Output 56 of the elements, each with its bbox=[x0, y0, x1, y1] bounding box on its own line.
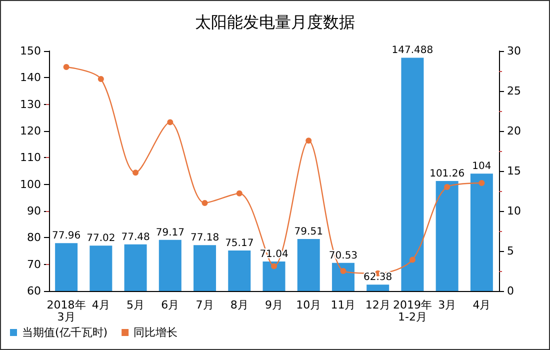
x-tick-label: 4月 bbox=[472, 298, 491, 312]
x-tick-label: 3月 bbox=[438, 298, 456, 312]
x-tick-label: 6月 bbox=[161, 298, 180, 312]
y-tick-label: 60 bbox=[27, 284, 41, 298]
y-tick-label: 90 bbox=[27, 204, 41, 218]
y2-tick-label: 5 bbox=[507, 244, 514, 258]
x-tick-label: 8月 bbox=[230, 298, 248, 312]
point bbox=[167, 119, 174, 126]
data-label: 75.17 bbox=[225, 238, 254, 250]
point bbox=[306, 138, 312, 144]
y-tick-label: 110 bbox=[20, 151, 41, 164]
y2-tick-label: 15 bbox=[507, 164, 521, 178]
y-tick-label: 120 bbox=[20, 124, 41, 138]
x-tick-label: 2018年 3月 bbox=[46, 298, 86, 324]
data-label: 77.18 bbox=[190, 232, 220, 244]
chart-title: 太阳能发电量月度数据 bbox=[195, 12, 355, 32]
y-tick-label: 140 bbox=[20, 71, 41, 84]
x-tick-label: 5月 bbox=[126, 298, 145, 312]
point bbox=[98, 76, 104, 82]
point bbox=[202, 200, 208, 206]
x-tick-label: 12月 bbox=[365, 298, 390, 312]
point bbox=[271, 263, 277, 270]
x-tick-label: 9月 bbox=[265, 298, 283, 312]
x-tick-label: 11月 bbox=[330, 298, 356, 312]
point bbox=[132, 170, 139, 176]
x-tick-label: 7月 bbox=[196, 298, 214, 312]
data-label: 77.96 bbox=[52, 230, 81, 242]
x-tick-label: 10月 bbox=[296, 298, 322, 312]
data-label: 147.488 bbox=[392, 45, 434, 56]
x-tick-label: 2019年 1-2月 bbox=[392, 298, 432, 324]
y2-tick-label: 25 bbox=[507, 84, 521, 98]
point bbox=[236, 190, 242, 196]
y2-tick-label: 30 bbox=[507, 44, 521, 58]
y-tick-label: 70 bbox=[27, 258, 41, 271]
y2-tick-label: 0 bbox=[507, 284, 514, 298]
point bbox=[409, 256, 416, 263]
data-label: 101.26 bbox=[430, 168, 465, 180]
data-label: 104 bbox=[472, 161, 492, 172]
data-label: 62.38 bbox=[364, 272, 392, 284]
point bbox=[478, 180, 485, 186]
y-tick-label: 80 bbox=[27, 231, 41, 244]
data-label: 77.48 bbox=[121, 232, 150, 243]
legend-label: 当期值(亿千瓦时) bbox=[22, 326, 108, 339]
data-label: 77.02 bbox=[86, 233, 116, 244]
data-label: 79.51 bbox=[294, 226, 323, 238]
x-tick-label: 4月 bbox=[92, 298, 110, 312]
point bbox=[340, 268, 346, 274]
point bbox=[63, 64, 70, 70]
y-tick-label: 150 bbox=[20, 44, 41, 58]
data-label: 79.17 bbox=[156, 227, 184, 238]
y-tick-label: 130 bbox=[20, 98, 41, 111]
point bbox=[444, 184, 450, 190]
y2-tick-label: 20 bbox=[507, 124, 521, 138]
y2-tick-label: 10 bbox=[507, 204, 521, 218]
legend-label: 同比增长 bbox=[134, 326, 178, 339]
y-tick-label: 100 bbox=[20, 178, 41, 191]
